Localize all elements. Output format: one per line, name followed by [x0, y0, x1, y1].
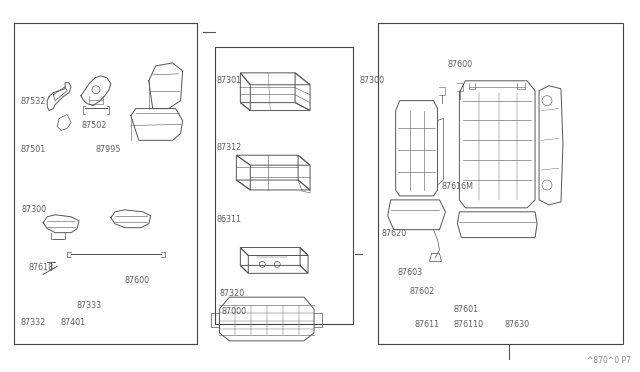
Text: 87312: 87312 — [216, 143, 241, 152]
Text: 87300: 87300 — [22, 205, 47, 215]
Text: 87600: 87600 — [124, 276, 150, 285]
Text: 87532: 87532 — [20, 97, 46, 106]
Text: 87618: 87618 — [28, 263, 53, 272]
Text: 876110: 876110 — [454, 320, 484, 329]
Text: 86311: 86311 — [216, 215, 241, 224]
Text: 87301: 87301 — [216, 76, 241, 85]
Text: 87401: 87401 — [61, 318, 86, 327]
Text: 87616M: 87616M — [441, 182, 473, 190]
Text: 87601: 87601 — [454, 305, 479, 314]
Text: 87300: 87300 — [360, 76, 385, 85]
Text: 87320: 87320 — [220, 289, 244, 298]
Text: 87620: 87620 — [382, 230, 407, 238]
Text: 87600: 87600 — [447, 60, 472, 69]
Text: 87502: 87502 — [81, 121, 106, 129]
Text: 87995: 87995 — [96, 145, 121, 154]
Text: 87332: 87332 — [20, 318, 45, 327]
Text: 87603: 87603 — [397, 268, 423, 277]
Bar — [14, 23, 196, 344]
Text: 87000: 87000 — [221, 307, 246, 316]
Text: 87333: 87333 — [77, 301, 102, 311]
Text: ^870^0 P7: ^870^0 P7 — [587, 356, 630, 365]
Text: 87630: 87630 — [505, 320, 530, 329]
Text: 87501: 87501 — [20, 145, 45, 154]
Bar — [378, 23, 623, 344]
Text: 87602: 87602 — [409, 287, 435, 296]
Text: 87611: 87611 — [414, 320, 440, 329]
Bar — [216, 47, 353, 324]
